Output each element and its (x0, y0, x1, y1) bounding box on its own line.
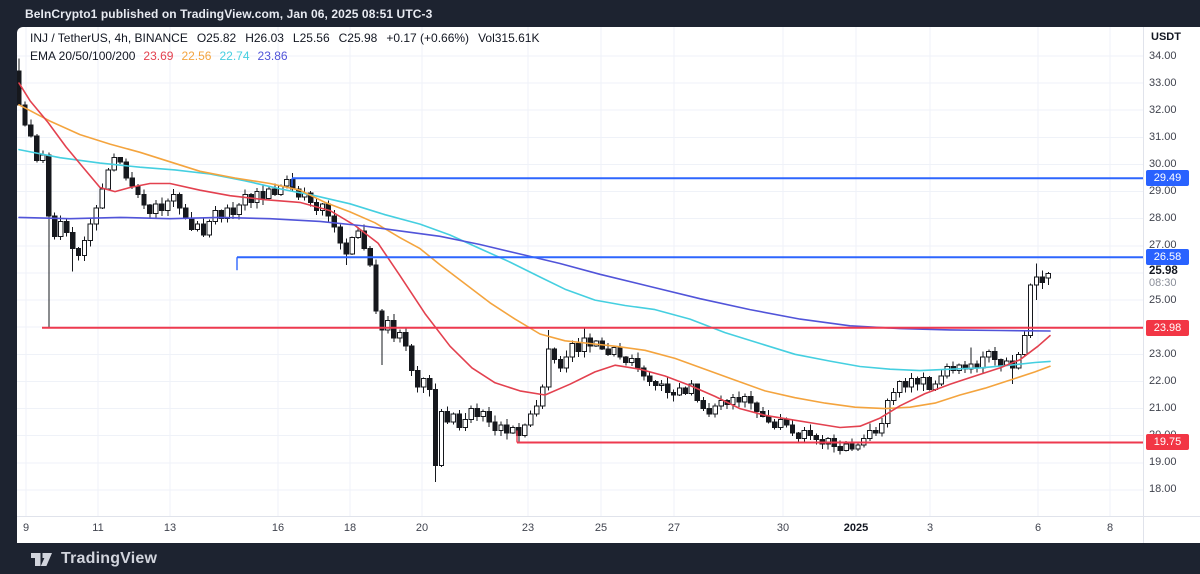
bar-countdown-label: 08:30 (1149, 277, 1177, 289)
price-tick-label: 25.00 (1149, 293, 1177, 306)
ema200-line (18, 216, 1051, 332)
ema20-line (18, 82, 1051, 429)
price-tick-label: 22.00 (1149, 374, 1177, 387)
time-tick-label: 8 (1106, 522, 1114, 534)
price-level-badge: 23.98 (1146, 319, 1189, 336)
chart-panel (17, 27, 1200, 543)
time-tick-label: 6 (1034, 522, 1042, 534)
symbol-stat: +0.17 (+0.66%) (386, 31, 470, 45)
price-tick-label: 23.00 (1149, 347, 1177, 360)
last-price-label: 25.98 (1149, 265, 1178, 277)
ema-legend-value: 23.69 (143, 49, 174, 63)
time-tick-label: 3 (926, 522, 934, 534)
time-tick-label: 13 (163, 522, 177, 534)
time-axis-separator (17, 516, 1200, 517)
time-tick-label: 9 (22, 522, 30, 534)
symbol-stat: L25.56 (292, 31, 330, 45)
grid-layer (17, 27, 1143, 516)
time-tick-label: 20 (415, 522, 429, 534)
price-level-badge: 26.58 (1146, 249, 1189, 266)
time-tick-label: 11 (92, 522, 104, 534)
time-tick-label: 16 (271, 522, 285, 534)
ema-legend-value: 22.74 (219, 49, 250, 63)
symbol-header: INJ / TetherUS, 4h, BINANCE O25.82 H26.03 L… (30, 31, 548, 45)
axis-unit-label: USDT (1151, 31, 1181, 43)
support-19.75-line (516, 430, 1143, 444)
time-tick-label: 25 (594, 522, 608, 534)
candles-layer (16, 58, 1052, 482)
share-top-bar: BeInCrypto1 published on TradingView.com… (0, 0, 1200, 27)
price-tick-label: 30.00 (1149, 157, 1177, 170)
ema50-line (18, 104, 1051, 410)
ema-legend: EMA 20/50/100/200 23.69 22.56 22.74 23.86 (30, 49, 296, 63)
ema-legend-label: EMA 20/50/100/200 (30, 49, 136, 63)
symbol-stat: Vol315.61K (478, 31, 540, 45)
price-level-badge: 29.49 (1146, 170, 1189, 187)
resistance-29.49-line (291, 177, 1143, 187)
ema100-line (18, 148, 1051, 372)
ema-legend-value: 23.86 (257, 49, 288, 63)
tradingview-link[interactable]: TradingView (61, 549, 158, 567)
share-bottom-bar: TradingView (0, 543, 1200, 574)
price-axis-separator (1143, 27, 1144, 543)
tradingview-logo-icon[interactable] (30, 550, 53, 567)
price-tick-label: 32.00 (1149, 103, 1177, 116)
symbol-stat: H26.03 (245, 31, 284, 45)
price-tick-label: 34.00 (1149, 49, 1177, 62)
price-tick-label: 28.00 (1149, 212, 1177, 225)
symbol-description: INJ / TetherUS, 4h, BINANCE (30, 31, 188, 45)
ema-legend-value: 22.56 (181, 49, 212, 63)
price-tick-label: 31.00 (1149, 130, 1177, 143)
resistance-26.58-line (236, 256, 1143, 271)
price-tick-label: 18.00 (1149, 483, 1177, 496)
time-tick-label: 2025 (843, 522, 869, 534)
price-tick-label: 29.00 (1149, 185, 1177, 198)
price-chart (16, 27, 1143, 516)
time-tick-label: 30 (776, 522, 790, 534)
time-tick-label: 23 (521, 522, 535, 534)
time-tick-label: 27 (667, 522, 681, 534)
price-tick-label: 27.00 (1149, 239, 1177, 252)
price-tick-label: 21.00 (1149, 402, 1177, 415)
share-attribution[interactable]: BeInCrypto1 published on TradingView.com… (25, 6, 433, 21)
price-level-badge: 19.75 (1146, 434, 1189, 451)
time-tick-label: 18 (343, 522, 357, 534)
symbol-stat: O25.82 (196, 31, 237, 45)
price-tick-label: 19.00 (1149, 456, 1177, 469)
symbol-stat: C25.98 (338, 31, 378, 45)
price-tick-label: 33.00 (1149, 76, 1177, 89)
